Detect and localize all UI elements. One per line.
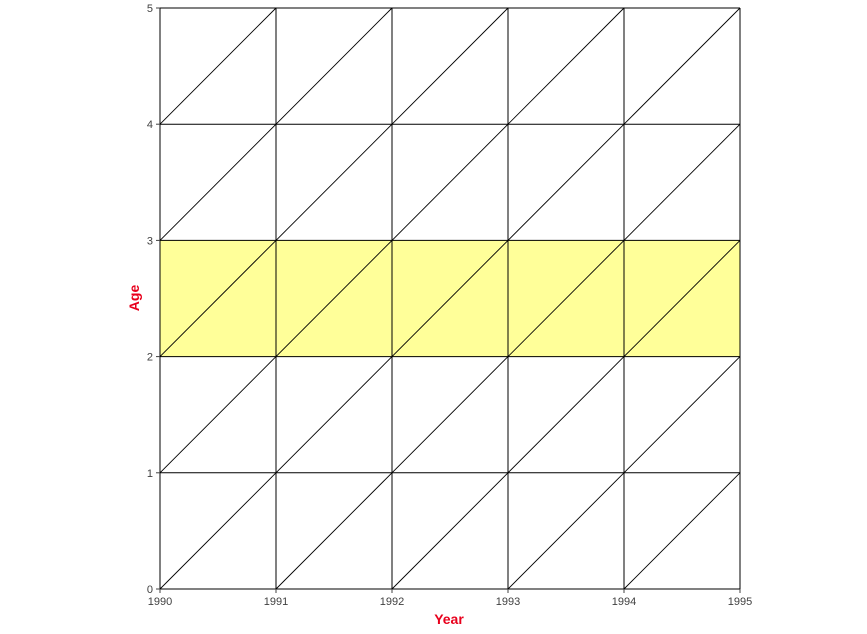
x-tick-label: 1995	[728, 596, 752, 608]
cohort-diagonal	[391, 240, 509, 357]
y-tick-label: 3	[147, 235, 153, 247]
cohort-diagonal	[159, 7, 277, 125]
cohort-diagonal	[159, 240, 277, 357]
x-tick-label: 1994	[612, 596, 636, 608]
cohort-diagonal	[275, 123, 393, 241]
y-tick-label: 4	[147, 119, 153, 131]
x-tick-label: 1992	[380, 596, 404, 608]
cohort-diagonal	[623, 356, 741, 474]
cohort-diagonal	[159, 123, 277, 241]
cohort-diagonal	[159, 356, 277, 474]
cohort-diagonal	[159, 472, 277, 590]
diagonal-layer	[159, 7, 741, 590]
cohort-diagonal	[507, 240, 625, 357]
cohort-diagonal	[507, 7, 625, 125]
cohort-diagonal	[507, 472, 625, 590]
cohort-diagonal	[623, 123, 741, 241]
cohort-diagonal	[623, 240, 741, 357]
y-tick-label: 1	[147, 468, 153, 480]
grid-layer	[159, 7, 741, 590]
y-tick-label: 0	[147, 584, 153, 596]
cohort-diagonal	[623, 472, 741, 590]
cohort-diagonal	[391, 123, 509, 241]
cohort-diagonal	[391, 356, 509, 474]
cohort-diagonal	[275, 472, 393, 590]
cohort-diagonal	[507, 123, 625, 241]
cohort-diagonal	[391, 472, 509, 590]
cohort-diagonal	[507, 356, 625, 474]
y-axis-title: Age	[126, 285, 142, 312]
x-tick-label: 1991	[264, 596, 288, 608]
cohort-diagonal	[275, 7, 393, 125]
x-tick-label: 1990	[148, 596, 172, 608]
x-axis-title: Year	[434, 611, 464, 627]
y-tick-label: 2	[147, 352, 153, 364]
cohort-diagonal	[623, 7, 741, 125]
cohort-diagonal	[275, 356, 393, 474]
x-tick-label: 1993	[496, 596, 520, 608]
y-tick-label: 5	[147, 3, 153, 15]
cohort-diagonal	[391, 7, 509, 125]
tick-layer: 1990 1991 1992 1993 1994 1995 0 1 2 3 4 5	[147, 3, 752, 608]
cohort-diagonal	[275, 240, 393, 357]
